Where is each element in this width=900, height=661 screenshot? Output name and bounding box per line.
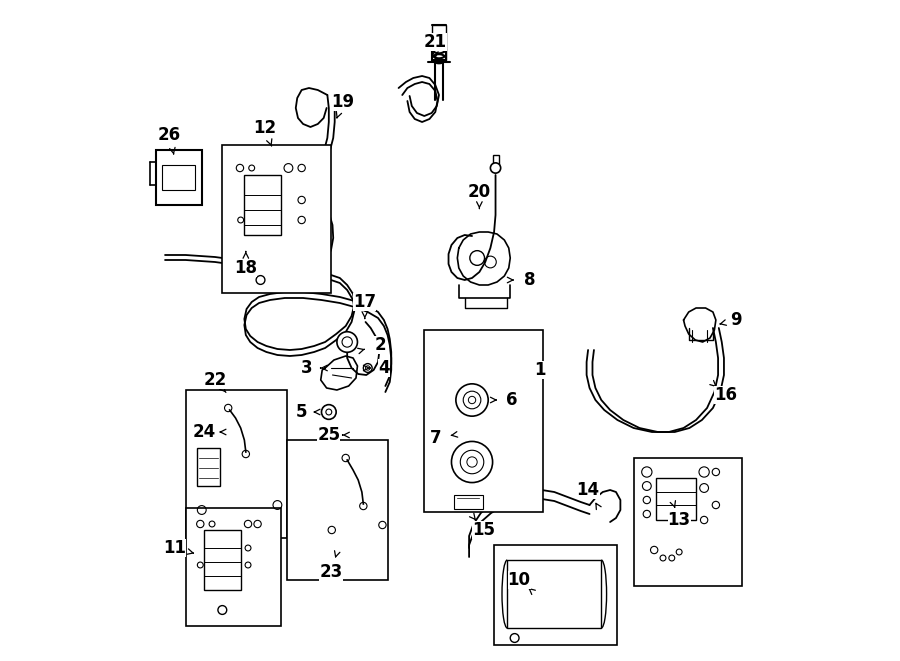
Circle shape — [321, 405, 337, 419]
Text: 19: 19 — [331, 93, 355, 111]
Text: 24: 24 — [193, 423, 216, 441]
Bar — [204, 530, 240, 590]
Circle shape — [456, 384, 488, 416]
Text: 13: 13 — [668, 511, 690, 529]
Bar — [196, 448, 220, 486]
Bar — [162, 165, 195, 190]
Text: 5: 5 — [296, 403, 308, 421]
Text: 17: 17 — [353, 293, 376, 311]
Bar — [432, 50, 446, 60]
Text: 20: 20 — [468, 183, 490, 201]
Text: 12: 12 — [254, 119, 276, 137]
Text: 7: 7 — [429, 429, 441, 447]
Circle shape — [337, 332, 357, 352]
Bar — [245, 175, 281, 235]
Text: 11: 11 — [163, 539, 186, 557]
Bar — [432, 25, 446, 60]
Bar — [185, 390, 287, 538]
Text: 26: 26 — [158, 126, 181, 144]
Text: 25: 25 — [318, 426, 340, 444]
Bar — [185, 508, 281, 626]
Text: 10: 10 — [508, 571, 530, 589]
Bar — [454, 495, 483, 509]
Bar — [157, 150, 202, 205]
Bar — [494, 545, 617, 645]
Bar — [287, 440, 388, 580]
Text: 23: 23 — [320, 563, 343, 581]
Bar — [655, 478, 696, 520]
Text: 4: 4 — [378, 359, 390, 377]
Bar — [424, 330, 544, 512]
Text: 16: 16 — [714, 386, 737, 404]
Text: 15: 15 — [472, 521, 495, 539]
Bar — [508, 560, 601, 628]
Text: 14: 14 — [577, 481, 599, 499]
Text: 2: 2 — [374, 336, 386, 354]
Bar — [634, 458, 742, 586]
Text: 6: 6 — [506, 391, 518, 409]
Text: 9: 9 — [731, 311, 742, 329]
Bar — [492, 155, 500, 167]
Circle shape — [452, 442, 492, 483]
Text: 21: 21 — [424, 33, 447, 51]
Text: 8: 8 — [524, 271, 536, 289]
Text: 3: 3 — [301, 359, 312, 377]
Text: 1: 1 — [534, 361, 545, 379]
Circle shape — [491, 163, 500, 173]
Text: 22: 22 — [203, 371, 227, 389]
Text: 18: 18 — [234, 259, 257, 277]
Bar — [222, 145, 331, 293]
